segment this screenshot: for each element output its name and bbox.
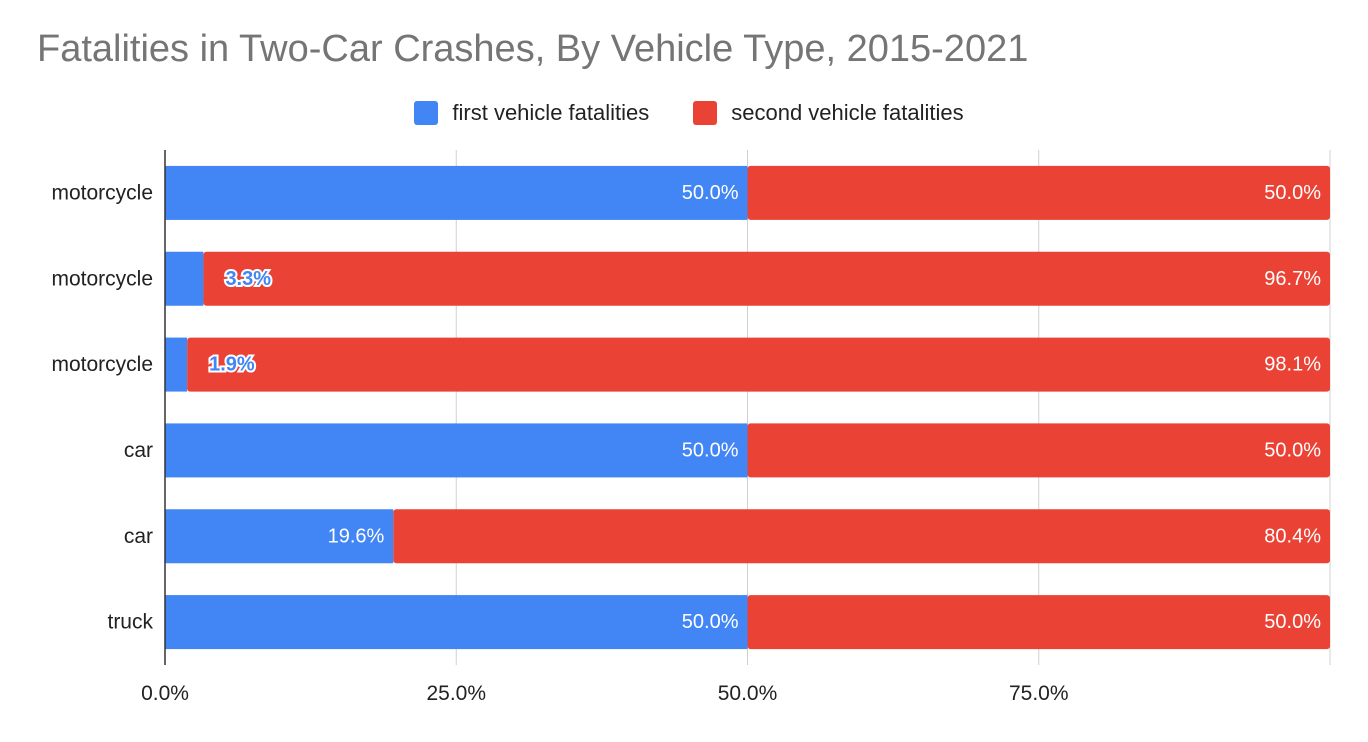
- chart-legend: first vehicle fatalities second vehicle …: [0, 100, 1368, 126]
- x-tick-label: 0.0%: [141, 682, 189, 705]
- category-label: motorcycle: [51, 267, 153, 290]
- bar-segment[interactable]: [747, 423, 1331, 478]
- legend-item-second-vehicle[interactable]: second vehicle fatalities: [693, 100, 964, 126]
- data-label: 96.7%: [1264, 268, 1321, 290]
- category-label: motorcycle: [51, 181, 153, 204]
- category-label: motorcycle: [51, 353, 153, 376]
- x-tick-label: 50.0%: [718, 682, 778, 705]
- data-label: 50.0%: [682, 611, 739, 633]
- data-label: 3.3%: [225, 268, 271, 290]
- category-label: car: [124, 525, 153, 548]
- data-label: 50.0%: [682, 182, 739, 204]
- data-label: 19.6%: [328, 525, 385, 547]
- bar-segment[interactable]: [165, 595, 748, 650]
- category-label: truck: [107, 611, 153, 634]
- category-label: car: [124, 439, 153, 462]
- legend-item-first-vehicle[interactable]: first vehicle fatalities: [414, 100, 649, 126]
- x-tick-label: 25.0%: [426, 682, 486, 705]
- bar-segment[interactable]: [165, 165, 748, 220]
- chart-title: Fatalities in Two-Car Crashes, By Vehicl…: [37, 28, 1029, 70]
- bar-segment[interactable]: [165, 337, 188, 392]
- data-label: 50.0%: [1264, 182, 1321, 204]
- data-label: 1.9%: [209, 354, 255, 376]
- bar-segment[interactable]: [203, 251, 1330, 306]
- legend-swatch-second-vehicle: [693, 101, 718, 125]
- bar-segment[interactable]: [187, 337, 1330, 392]
- bar-segment[interactable]: [165, 423, 748, 478]
- data-label: 80.4%: [1264, 525, 1321, 547]
- x-tick-label: 75.0%: [1009, 682, 1069, 705]
- bar-segment[interactable]: [165, 509, 394, 564]
- data-label: 50.0%: [1264, 439, 1321, 461]
- data-label: 50.0%: [1264, 611, 1321, 633]
- bar-segment[interactable]: [393, 509, 1331, 564]
- legend-label-second-vehicle: second vehicle fatalities: [731, 100, 964, 125]
- bar-segment[interactable]: [747, 165, 1331, 220]
- bar-segment[interactable]: [747, 595, 1331, 650]
- legend-swatch-first-vehicle: [414, 101, 439, 125]
- data-label: 50.0%: [682, 439, 739, 461]
- data-label: 98.1%: [1264, 354, 1321, 376]
- legend-label-first-vehicle: first vehicle fatalities: [452, 100, 650, 125]
- bar-segment[interactable]: [165, 251, 204, 306]
